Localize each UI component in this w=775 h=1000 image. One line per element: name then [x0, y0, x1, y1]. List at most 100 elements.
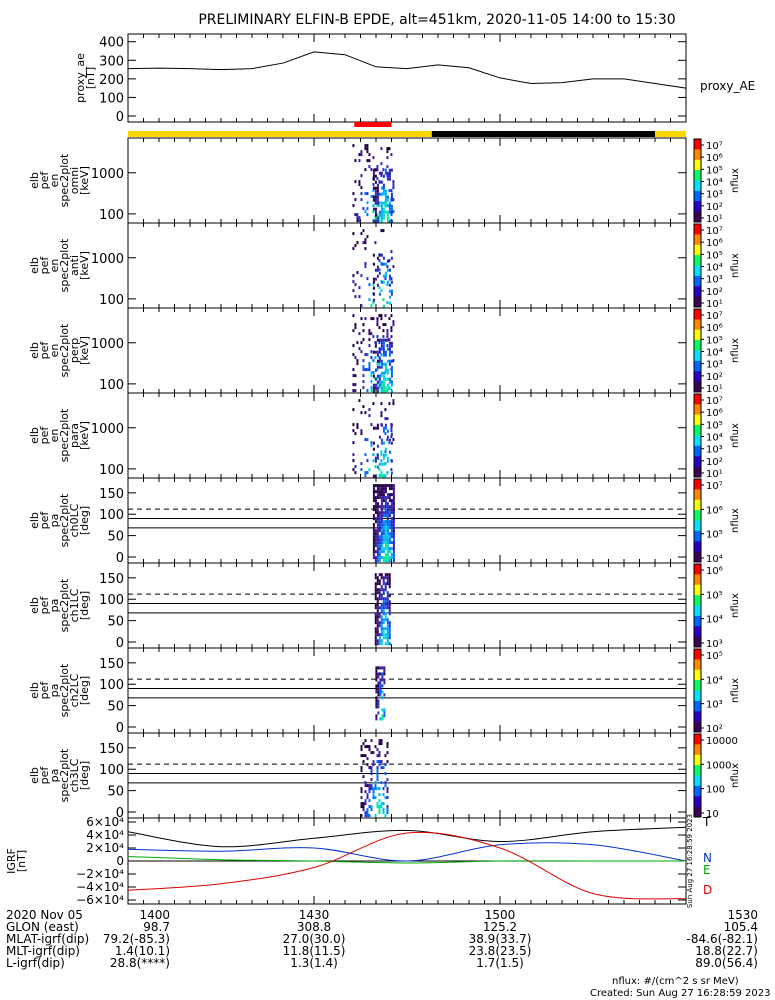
- pa-panel-0-spectrogram-pixel: [374, 517, 377, 521]
- spec-panel-0-sparse-pixel: [360, 174, 363, 178]
- spec-panel-1-ylabel-line: en: [48, 259, 61, 273]
- spec-panel-2-core-pixel: [390, 365, 393, 369]
- spec-panel-0-core-pixel: [378, 213, 381, 217]
- spec-panel-0-sparse-pixel: [366, 192, 369, 196]
- spec-panel-3-ylabel-line: en: [48, 429, 61, 443]
- pa-panel-2-colorbar-swatch: [694, 659, 701, 671]
- spec-panel-0-core-pixel: [386, 216, 389, 220]
- pa-panel-0-spectrogram-pixel: [376, 532, 379, 536]
- pa-panel-1-spectrogram-pixel: [374, 639, 377, 643]
- igrf-legend-e: E: [703, 863, 711, 877]
- pa-panel-0-spectrogram-pixel: [390, 511, 393, 515]
- spec-panel-2-core-pixel: [386, 383, 389, 387]
- spec-panel-3-core-pixel: [382, 441, 385, 445]
- spec-panel-0-ytick-label: 1000: [91, 167, 124, 182]
- pa-panel-0-spectrogram-pixel: [384, 556, 387, 560]
- pa-panel-1-spectrogram-pixel: [388, 612, 391, 616]
- pa-panel-0-spectrogram-pixel: [376, 502, 379, 506]
- pa-panel-1-spectrogram-pixel: [382, 609, 385, 613]
- pa-panel-1-spectrogram-pixel: [384, 615, 387, 619]
- pa-panel-2-spectrogram-pixel: [377, 690, 380, 694]
- pa-panel-0-spectrogram-pixel: [372, 514, 375, 518]
- spec-panel-3-sparse-pixel: [364, 411, 367, 415]
- pa-panel-1-spectrogram-pixel: [374, 627, 377, 631]
- pa-panel-2-colorbar-swatch: [694, 711, 701, 723]
- pa-panel-1-spectrogram-pixel: [384, 588, 387, 592]
- pa-panel-0-spectrogram-pixel: [378, 541, 381, 545]
- pa-panel-2-ylabel-line: pef: [38, 681, 51, 700]
- spec-panel-0-sparse-pixel: [366, 144, 369, 148]
- pa-panel-2-colorbar-swatch: [694, 680, 701, 691]
- pa-panel-1-ylabel-line: pa: [48, 599, 61, 613]
- spec-panel-2-sparse-pixel: [354, 326, 357, 330]
- spec-panel-1-sparse-pixel: [360, 274, 363, 278]
- spec-panel-2-sparse-pixel: [392, 320, 395, 324]
- spec-panel-1-sparse-pixel: [364, 247, 367, 251]
- spec-panel-3-sparse-pixel: [388, 402, 391, 406]
- pa-panel-0-spectrogram-pixel: [380, 523, 383, 527]
- spec-panel-3-core-pixel: [382, 429, 385, 433]
- proxy-ae-ytick-label: 200: [99, 73, 124, 88]
- spec-panel-0-core-pixel: [376, 219, 379, 223]
- spec-panel-2-core-pixel: [376, 386, 379, 390]
- pa-panel-3-spectrogram-pixel: [378, 811, 381, 815]
- spec-panel-2-core-pixel: [380, 359, 383, 363]
- spec-panel-3-ylabel-line: elb: [28, 427, 41, 444]
- spec-panel-2-core-pixel: [382, 341, 385, 345]
- pa-panel-1-spectrogram-pixel: [376, 633, 379, 637]
- spec-panel-2-core-pixel: [376, 359, 379, 363]
- spec-panel-0-core-pixel: [384, 198, 387, 202]
- spec-panel-1-core-pixel: [378, 253, 381, 257]
- pa-panel-3-spectrogram-pixel: [362, 808, 365, 812]
- pa-panel-0-spectrogram-pixel: [384, 496, 387, 500]
- spec-panel-2-core-pixel: [390, 383, 393, 387]
- spec-panel-0-sparse-pixel: [352, 192, 355, 196]
- pa-panel-3-colorbar-swatch: [694, 806, 701, 818]
- pa-panel-1-spectrogram-pixel: [374, 615, 377, 619]
- pa-panel-0-spectrogram-pixel: [388, 511, 391, 515]
- pa-panel-0-spectrogram-pixel: [392, 520, 395, 524]
- spec-panel-0-sparse-pixel: [354, 180, 357, 184]
- spec-panel-1-colorbar-swatch: [694, 286, 701, 298]
- spec-panel-3-sparse-pixel: [354, 465, 357, 469]
- pa-panel-3-spectrogram-pixel: [364, 790, 367, 794]
- pa-panel-3-spectrogram-pixel: [386, 805, 389, 809]
- pa-panel-1-spectrogram-pixel: [384, 603, 387, 607]
- pa-panel-3-spectrogram-pixel: [368, 745, 371, 749]
- igrf-ytick-label: −2×10⁴: [76, 867, 124, 881]
- pa-panel-0-colorbar-swatch: [694, 530, 701, 542]
- spec-panel-2-core-pixel: [380, 383, 383, 387]
- spec-panel-0-core-pixel: [380, 192, 383, 196]
- pa-panel-0-spectrogram-pixel: [388, 523, 391, 527]
- pa-panel-2-spectrogram-pixel: [379, 690, 382, 694]
- spec-panel-3-core-pixel: [390, 441, 393, 445]
- spec-panel-2-core-pixel: [390, 380, 393, 384]
- pa-panel-3-spectrogram-pixel: [362, 760, 365, 764]
- spec-panel-0-core-pixel: [374, 174, 377, 178]
- proxy-ae-ytick-label: 300: [99, 54, 124, 69]
- pa-panel-0-spectrogram-pixel: [376, 508, 379, 512]
- pa-panel-0-spectrogram-pixel: [380, 538, 383, 542]
- pa-panel-0-spectrogram-pixel: [388, 550, 391, 554]
- spec-panel-2-sparse-pixel: [386, 332, 389, 336]
- pa-panel-2-ytick-label: 150: [99, 657, 124, 672]
- spec-panel-0-core-pixel: [382, 210, 385, 214]
- spec-panel-1-sparse-pixel: [356, 271, 359, 275]
- pa-panel-0-spectrogram-pixel: [384, 508, 387, 512]
- pa-panel-3-spectrogram-pixel: [380, 766, 383, 770]
- spec-panel-1-core-pixel: [386, 280, 389, 284]
- pa-panel-0-spectrogram-pixel: [382, 499, 385, 503]
- pa-panel-3-spectrogram-pixel: [368, 766, 371, 770]
- spec-panel-2-colorbar-tick-label: 10²: [706, 372, 723, 383]
- pa-panel-0-spectrogram-pixel: [372, 556, 375, 560]
- pa-panel-3-spectrogram-pixel: [360, 787, 363, 791]
- pa-panel-3-spectrogram-pixel: [372, 790, 375, 794]
- spec-panel-2-sparse-pixel: [352, 329, 355, 333]
- pa-panel-0-spectrogram-pixel: [388, 487, 391, 491]
- pa-panel-3-spectrogram-pixel: [372, 760, 375, 764]
- spec-panel-0-sparse-pixel: [354, 159, 357, 163]
- spec-panel-0-sparse-pixel: [366, 147, 369, 151]
- spec-panel-2-core-pixel: [382, 374, 385, 378]
- pa-panel-0-spectrogram-pixel: [378, 487, 381, 491]
- spec-panel-0-sparse-pixel: [378, 216, 381, 220]
